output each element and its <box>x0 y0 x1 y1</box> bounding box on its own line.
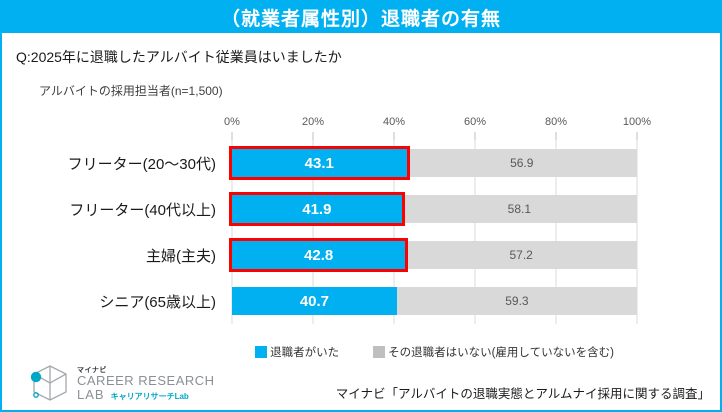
cube-logo-icon <box>30 365 67 401</box>
x-axis-tick-mark <box>636 132 638 140</box>
gridline <box>231 140 233 324</box>
bar-segment-left: 40.7 <box>232 287 397 315</box>
logo-line1: CAREER RESEARCH <box>77 373 215 389</box>
category-label: フリーター(40代以上) <box>69 201 216 219</box>
bar-segment-no: 58.1 <box>401 195 637 223</box>
gridline <box>474 140 476 324</box>
title-bar: （就業者属性別）退職者の有無 <box>2 2 720 33</box>
x-axis-tick-mark <box>231 132 233 140</box>
bar-row: 40.7 59.3 <box>232 278 637 324</box>
x-axis-tick-label: 40% <box>382 116 406 128</box>
gridline <box>393 140 395 324</box>
logo-lab-text: LAB <box>77 386 105 402</box>
x-axis-tick-label: 20% <box>301 116 325 128</box>
gridline <box>312 140 314 324</box>
logo-brand-small: マイナビ <box>77 366 107 374</box>
bar-row: 41.9 58.1 <box>229 186 637 232</box>
plot-area: 0% 20% 40% 60% 80% 100% 43.1 56.9 <box>224 116 651 324</box>
bar-segment-left: 42.8 <box>228 238 409 272</box>
x-axis-tick-label: 60% <box>463 116 487 128</box>
bar-segment-no: 57.2 <box>405 241 637 269</box>
bar-track: 42.8 57.2 <box>228 238 637 272</box>
category-label: シニア(65歳以上) <box>99 293 216 311</box>
bar-segment-no: 56.9 <box>406 149 637 177</box>
survey-question: Q:2025年に退職したアルバイト従業員はいましたか <box>16 49 342 65</box>
career-research-lab-logo: マイナビ CAREER RESEARCH LAB キャリアリサーチLab <box>30 363 215 405</box>
category-label: フリーター(20～30代) <box>67 155 216 173</box>
sample-description: アルバイトの採用担当者(n=1,500) <box>39 84 223 98</box>
x-axis-tick-label: 100% <box>622 116 652 128</box>
bar-rows: 43.1 56.9 41.9 58.1 42.8 57.2 40.7 <box>228 140 637 324</box>
x-axis-tick-mark <box>474 132 476 140</box>
bar-track: 40.7 59.3 <box>232 287 637 315</box>
x-axis-tick-mark <box>555 132 557 140</box>
legend-swatch-gray-icon <box>373 346 386 358</box>
logo-line2: LAB キャリアリサーチLab <box>77 388 215 402</box>
bar-segment-left: 43.1 <box>229 146 410 180</box>
legend: 退職者がいた その退職者はいない(雇用していないを含む) <box>232 344 637 360</box>
bar-segment-left: 41.9 <box>229 192 405 226</box>
bar-track: 43.1 56.9 <box>229 146 637 180</box>
legend-item-no-leavers: その退職者はいない(雇用していないを含む) <box>373 344 614 360</box>
bar-track: 41.9 58.1 <box>229 192 637 226</box>
bar-segment-no: 59.3 <box>396 287 637 315</box>
category-label: 主婦(主夫) <box>146 247 216 265</box>
x-axis-tick-mark <box>393 132 395 140</box>
gridline <box>555 140 557 324</box>
source-citation: マイナビ「アルバイトの退職実態とアルムナイ採用に関する調査」 <box>335 387 710 401</box>
x-axis-tick-label: 80% <box>544 116 568 128</box>
gridline <box>636 140 638 324</box>
page-title: （就業者属性別）退職者の有無 <box>220 9 501 30</box>
legend-item-left-company: 退職者がいた <box>255 344 339 360</box>
x-axis-tick-mark <box>312 132 314 140</box>
legend-swatch-blue-icon <box>255 346 268 358</box>
logo-text: マイナビ CAREER RESEARCH LAB キャリアリサーチLab <box>77 367 215 402</box>
legend-label: その退職者はいない(雇用していないを含む) <box>388 347 614 359</box>
category-labels: フリーター(20～30代) フリーター(40代以上) 主婦(主夫) シニア(65… <box>2 140 224 324</box>
x-axis-tick-label: 0% <box>224 116 240 128</box>
bar-row: 42.8 57.2 <box>228 232 637 278</box>
legend-label: 退職者がいた <box>270 347 340 359</box>
logo-katakana-sub: キャリアリサーチLab <box>110 391 189 401</box>
bar-row: 43.1 56.9 <box>229 140 637 186</box>
